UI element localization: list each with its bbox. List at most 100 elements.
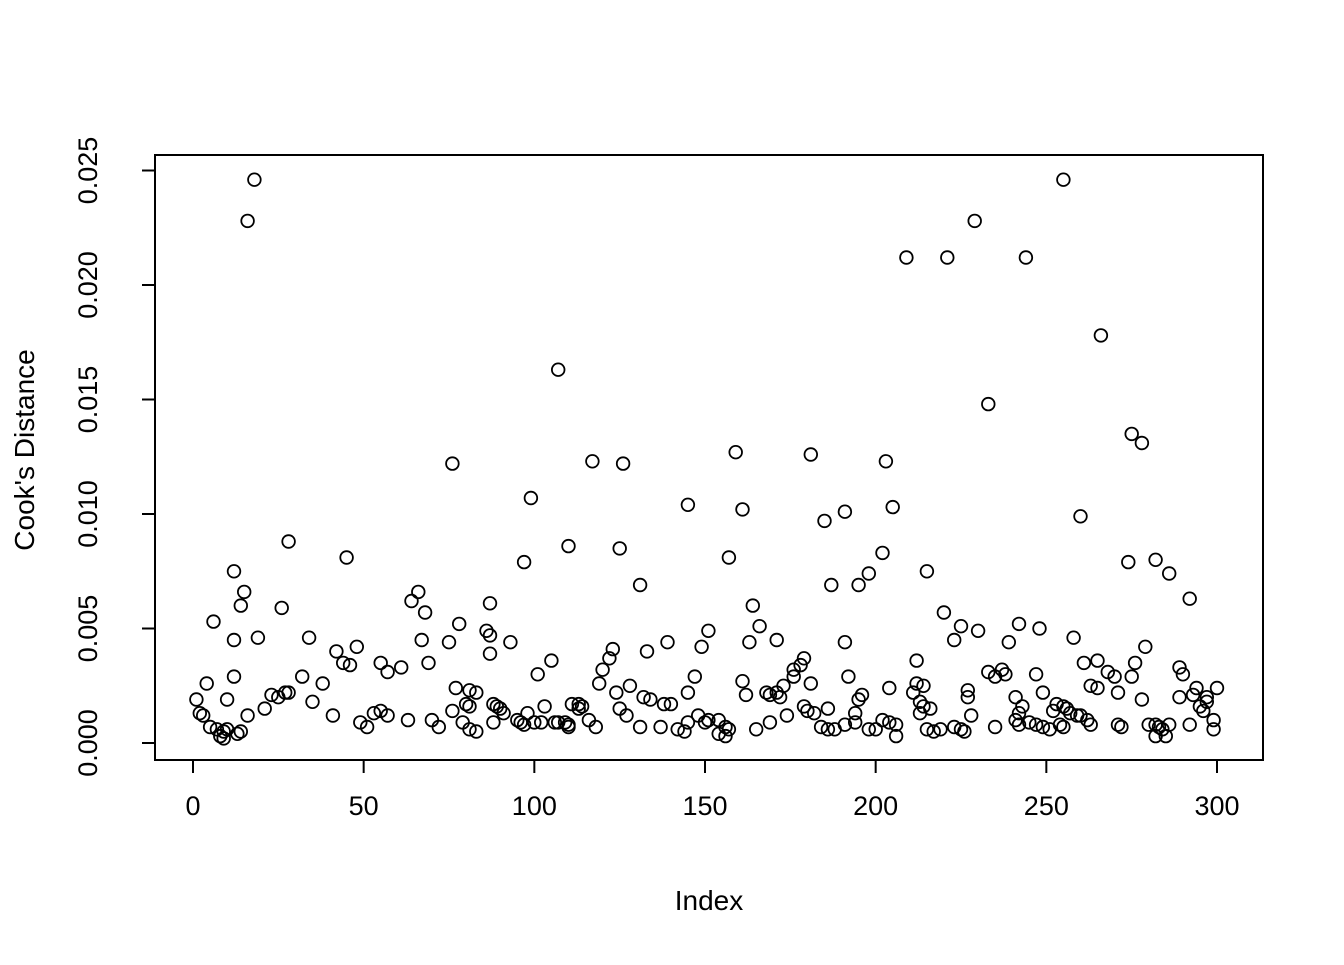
data-point xyxy=(496,706,511,721)
data-point xyxy=(769,632,784,648)
data-point xyxy=(803,447,819,462)
data-point xyxy=(1090,680,1105,696)
data-point xyxy=(520,706,535,721)
data-point xyxy=(441,635,457,650)
data-point xyxy=(817,513,832,529)
x-tick-label: 250 xyxy=(1024,791,1069,821)
data-point xyxy=(759,685,774,700)
data-point xyxy=(1199,694,1215,710)
data-point xyxy=(342,657,358,673)
data-point xyxy=(1172,690,1187,705)
data-point xyxy=(226,669,242,684)
data-point xyxy=(1134,692,1150,707)
data-point xyxy=(189,692,204,707)
data-point xyxy=(1073,509,1088,524)
data-point xyxy=(373,655,388,671)
data-point xyxy=(888,728,904,744)
data-point xyxy=(953,619,969,634)
data-point xyxy=(431,719,447,735)
data-point xyxy=(424,712,440,728)
data-point xyxy=(1052,717,1068,732)
data-point xyxy=(1018,250,1034,265)
data-point xyxy=(762,715,778,730)
y-tick-label: 0.025 xyxy=(73,137,103,205)
data-point xyxy=(1001,635,1017,650)
data-point xyxy=(414,632,429,648)
data-point xyxy=(206,614,221,629)
data-point xyxy=(445,703,460,719)
data-point xyxy=(274,600,289,616)
data-point xyxy=(933,722,948,737)
data-point xyxy=(612,701,627,716)
data-point xyxy=(745,598,761,613)
data-point xyxy=(264,687,279,703)
data-point xyxy=(325,708,341,723)
data-point xyxy=(639,644,655,659)
data-point xyxy=(1083,717,1098,732)
data-point xyxy=(192,706,208,721)
data-point xyxy=(697,715,713,730)
data-point xyxy=(909,653,924,668)
data-point xyxy=(380,664,395,680)
data-point xyxy=(960,683,976,698)
data-point xyxy=(1032,621,1047,636)
data-point xyxy=(233,724,249,739)
data-point xyxy=(694,639,709,655)
data-point xyxy=(793,657,808,673)
data-point xyxy=(503,635,518,650)
x-axis: 0 50 100 150 200 250 300 xyxy=(185,760,1240,821)
data-point xyxy=(445,456,460,471)
data-point xyxy=(1093,328,1109,343)
data-point xyxy=(742,635,757,650)
data-point xyxy=(981,396,996,412)
data-point xyxy=(588,719,604,735)
data-point xyxy=(1114,719,1129,735)
y-axis-title: Cook's Distance xyxy=(9,349,40,550)
data-point xyxy=(680,715,696,730)
data-point xyxy=(854,687,870,703)
data-point xyxy=(1175,667,1191,682)
data-point xyxy=(837,504,853,519)
data-point xyxy=(841,669,856,684)
plot-box xyxy=(154,154,1264,761)
data-point xyxy=(339,550,354,565)
data-point xyxy=(1189,680,1204,696)
data-point xyxy=(305,694,320,710)
data-point xyxy=(752,619,767,634)
data-point xyxy=(226,564,242,579)
data-point xyxy=(906,685,921,700)
data-point xyxy=(394,660,409,675)
data-point xyxy=(1011,616,1027,632)
x-tick-label: 100 xyxy=(512,791,557,821)
data-point xyxy=(970,623,986,639)
data-point xyxy=(1151,719,1167,735)
y-tick-label: 0.005 xyxy=(73,595,103,663)
data-point xyxy=(257,701,272,716)
x-tick-label: 200 xyxy=(853,791,898,821)
data-point xyxy=(226,632,242,648)
data-point xyxy=(636,690,651,705)
data-point xyxy=(919,564,935,579)
data-point xyxy=(592,676,607,691)
x-tick-label: 300 xyxy=(1194,791,1239,821)
data-point xyxy=(609,685,624,700)
data-point xyxy=(230,726,245,742)
data-point xyxy=(479,623,494,639)
data-point xyxy=(875,712,890,728)
data-point xyxy=(462,683,477,698)
data-point xyxy=(523,490,539,506)
data-point xyxy=(1185,687,1201,703)
data-point xyxy=(1062,706,1078,721)
y-axis: 0.000 0.005 0.010 0.015 0.020 0.025 xyxy=(73,137,155,777)
data-point xyxy=(779,708,795,723)
data-point xyxy=(359,719,375,735)
data-point xyxy=(216,731,231,746)
data-point xyxy=(349,639,365,655)
data-point xyxy=(315,676,330,691)
data-point xyxy=(820,722,836,737)
data-point xyxy=(776,678,791,694)
data-point xyxy=(919,722,935,737)
data-point xyxy=(534,715,549,730)
data-point xyxy=(837,717,853,732)
data-point xyxy=(800,703,815,719)
